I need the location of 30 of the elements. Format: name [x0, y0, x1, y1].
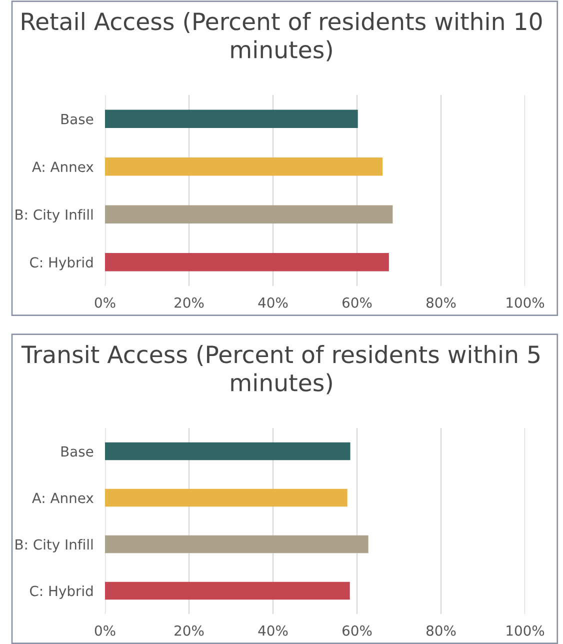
bar: [105, 205, 393, 224]
y-tick-label: A: Annex: [32, 162, 94, 172]
x-tick-label: 40%: [258, 625, 288, 636]
bar: [105, 582, 350, 600]
x-tick-label: 20%: [174, 625, 204, 636]
chart-title: Retail Access (Percent of residents within 10 minutes): [22, 12, 542, 62]
x-tick-label: 80%: [426, 297, 456, 308]
x-tick-label: 100%: [506, 625, 544, 636]
chart-title: Transit Access (Percent of residents within 5 minutes): [21, 345, 540, 394]
y-tick-label: B: City Infill: [16, 538, 93, 552]
bar: [105, 253, 389, 272]
y-tick-label: Base: [61, 446, 94, 457]
x-tick-label: 80%: [426, 625, 456, 636]
bar: [105, 110, 358, 128]
x-tick-label: 40%: [258, 297, 288, 308]
y-tick-label: B: City Infill: [16, 209, 93, 223]
x-tick-label: 0%: [94, 297, 116, 308]
y-tick-label: C: Hybrid: [30, 256, 93, 270]
x-tick-label: 60%: [342, 625, 372, 636]
x-tick-label: 60%: [342, 297, 372, 308]
bar: [105, 535, 368, 554]
y-tick-label: A: Annex: [32, 492, 94, 504]
x-tick-label: 0%: [94, 625, 116, 636]
bar: [105, 488, 348, 507]
y-tick-label: Base: [61, 114, 94, 124]
x-tick-label: 100%: [506, 297, 544, 308]
x-tick-label: 20%: [174, 297, 204, 308]
y-tick-label: C: Hybrid: [30, 585, 93, 599]
bar: [105, 442, 350, 460]
bar: [105, 158, 383, 176]
